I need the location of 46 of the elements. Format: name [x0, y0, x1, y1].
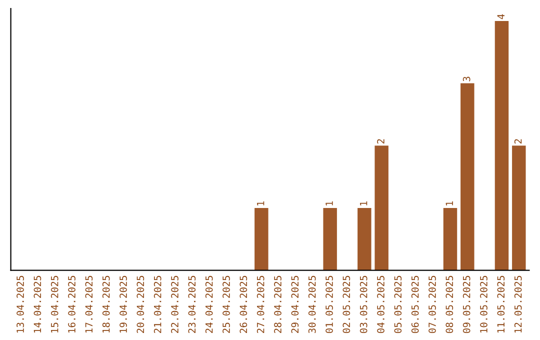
- x-tick-label: 08.05.2025: [446, 276, 454, 334]
- data-label: 1: [257, 201, 264, 206]
- bar: [460, 83, 474, 270]
- x-tick-label: 02.05.2025: [342, 276, 350, 334]
- x-tick-label: 23.04.2025: [188, 276, 196, 333]
- bar: [358, 208, 372, 270]
- x-tick-label: 15.04.2025: [50, 276, 58, 333]
- x-tick-label: 18.04.2025: [102, 276, 110, 333]
- x-tick-label: 12.05.2025: [514, 276, 522, 333]
- bar: [512, 146, 526, 270]
- bar: [374, 146, 388, 270]
- x-tick-label: 28.04.2025: [274, 276, 282, 333]
- x-tick-label: 22.04.2025: [171, 276, 178, 333]
- x-tick-label: 01.05.2025: [326, 276, 333, 334]
- x-tick-label: 10.05.2025: [480, 276, 488, 333]
- x-tick-label: 29.04.2025: [291, 276, 299, 333]
- bar: [494, 20, 509, 270]
- data-label: 1: [360, 201, 368, 206]
- x-tick-label: 04.05.2025: [377, 276, 384, 334]
- x-tick-label: 06.05.2025: [411, 276, 419, 334]
- data-label: 4: [497, 14, 504, 20]
- x-tick-label: 11.05.2025: [497, 276, 505, 333]
- x-tick-label: 26.04.2025: [240, 276, 248, 333]
- x-tick-label: 24.04.2025: [205, 276, 213, 333]
- x-tick-label: 19.04.2025: [120, 276, 127, 333]
- x-tick-label: 03.05.2025: [360, 276, 368, 334]
- x-tick-label: 16.04.2025: [68, 276, 76, 333]
- bar: [254, 208, 268, 270]
- x-tick-label: 05.05.2025: [394, 276, 402, 334]
- data-label: 3: [462, 76, 470, 82]
- data-label: 2: [377, 139, 384, 144]
- x-tick-label: 21.04.2025: [154, 276, 162, 333]
- x-tick-label: 14.04.2025: [34, 276, 42, 333]
- data-label: 2: [514, 139, 522, 144]
- x-tick-label: 27.04.2025: [256, 276, 264, 333]
- data-label: 1: [326, 201, 333, 206]
- bar: [443, 208, 458, 270]
- x-tick-label: 17.04.2025: [85, 276, 93, 333]
- x-tick-label: 09.05.2025: [462, 276, 470, 334]
- x-tick-label: 13.04.2025: [16, 276, 24, 333]
- x-tick-label: 30.04.2025: [308, 276, 316, 334]
- x-tick-label: 07.05.2025: [428, 276, 436, 334]
- x-tick-label: 20.04.2025: [136, 276, 144, 333]
- bar: [323, 208, 337, 270]
- x-tick-label: 25.04.2025: [222, 276, 230, 333]
- data-label: 1: [446, 201, 453, 206]
